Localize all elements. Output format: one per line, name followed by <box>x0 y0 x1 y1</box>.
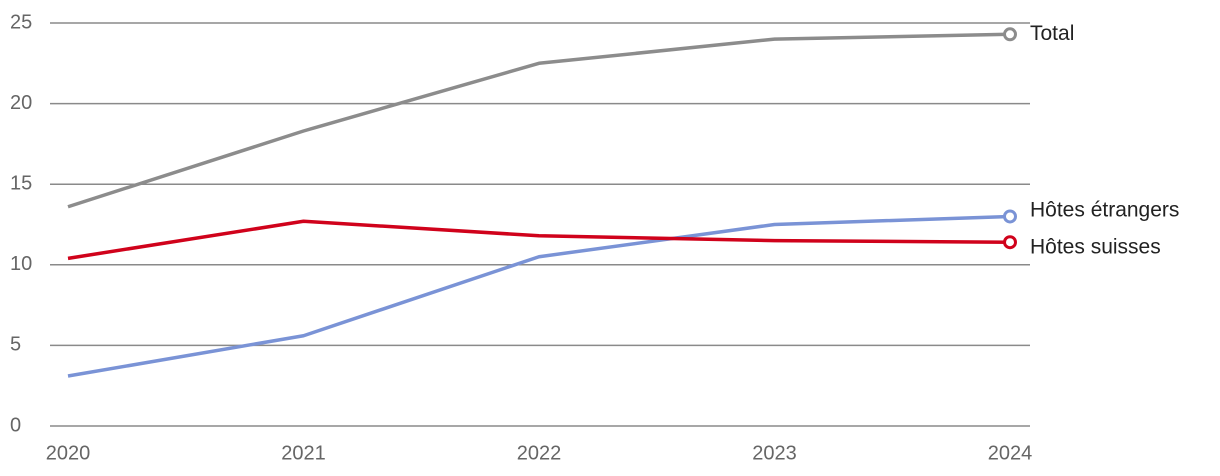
series-label: Hôtes suisses <box>1030 235 1161 258</box>
x-tick-label: 2020 <box>46 442 91 464</box>
end-marker <box>1003 27 1017 42</box>
end-marker <box>1003 235 1017 250</box>
x-tick-label: 2024 <box>988 442 1033 464</box>
series-label: Total <box>1030 22 1074 45</box>
series-line <box>67 219 1011 261</box>
end-marker <box>1003 209 1017 224</box>
x-tick-label: 2021 <box>281 442 326 464</box>
x-tick-label: 2022 <box>517 442 562 464</box>
series-label: Hôtes étrangers <box>1030 198 1179 221</box>
series-line <box>67 32 1011 209</box>
y-tick-label: 0 <box>10 414 21 436</box>
y-tick-label: 10 <box>10 253 32 275</box>
y-tick-label: 25 <box>10 11 32 33</box>
x-tick-label: 2023 <box>752 442 797 464</box>
y-tick-label: 20 <box>10 92 32 114</box>
y-tick-label: 15 <box>10 172 32 194</box>
y-tick-label: 5 <box>10 334 21 356</box>
series-line <box>67 214 1011 378</box>
